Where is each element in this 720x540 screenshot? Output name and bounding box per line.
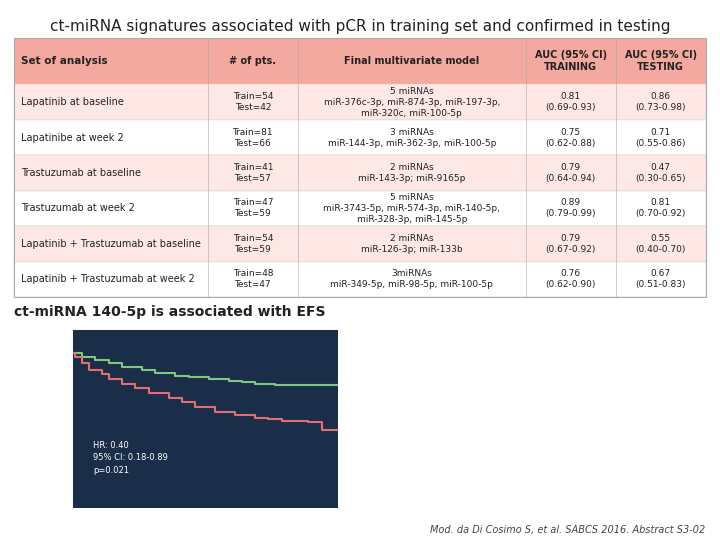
Text: Train=54
Test=59: Train=54 Test=59: [233, 234, 273, 254]
X-axis label: time: time: [194, 531, 216, 540]
Text: Trastuzumab at week 2: Trastuzumab at week 2: [22, 204, 135, 213]
Text: Trastuzumab at baseline: Trastuzumab at baseline: [22, 168, 141, 178]
Text: 5 miRNAs
miR-3743-5p, miR-574-3p, miR-140-5p,
miR-328-3p, miR-145-5p: 5 miRNAs miR-3743-5p, miR-574-3p, miR-14…: [323, 193, 500, 224]
FancyBboxPatch shape: [14, 261, 706, 297]
Text: Lapatinib + Trastuzumab at week 2: Lapatinib + Trastuzumab at week 2: [22, 274, 195, 284]
Text: 0.75
(0.62-0.88): 0.75 (0.62-0.88): [546, 127, 596, 147]
Text: Train=41
Test=57: Train=41 Test=57: [233, 163, 273, 183]
Text: AUC (95% CI)
TESTING: AUC (95% CI) TESTING: [625, 50, 697, 72]
Text: Train=47
Test=59: Train=47 Test=59: [233, 198, 273, 219]
Text: 0.76
(0.62-0.90): 0.76 (0.62-0.90): [546, 269, 596, 289]
Text: 0.79
(0.67-0.92): 0.79 (0.67-0.92): [546, 234, 596, 254]
Text: Set of analysis: Set of analysis: [22, 56, 108, 66]
FancyBboxPatch shape: [14, 156, 706, 191]
FancyBboxPatch shape: [14, 84, 706, 120]
Text: Mod. da Di Cosimo S, et al. SABCS 2016. Abstract S3-02: Mod. da Di Cosimo S, et al. SABCS 2016. …: [431, 524, 706, 535]
Text: 0.81
(0.70-0.92): 0.81 (0.70-0.92): [636, 198, 686, 219]
Text: Final multivariate model: Final multivariate model: [344, 56, 480, 66]
Y-axis label: survival probability: survival probability: [32, 375, 40, 462]
Text: 2 miRNAs
miR-126-3p; miR-133b: 2 miRNAs miR-126-3p; miR-133b: [361, 234, 463, 254]
Text: Lapatinib + Trastuzumab at baseline: Lapatinib + Trastuzumab at baseline: [22, 239, 201, 249]
Text: 0.81
(0.69-0.93): 0.81 (0.69-0.93): [546, 92, 596, 112]
Text: Train=81
Test=66: Train=81 Test=66: [233, 127, 273, 147]
Text: ct-miRNA signatures associated with pCR in training set and confirmed in testing: ct-miRNA signatures associated with pCR …: [50, 19, 670, 34]
FancyBboxPatch shape: [14, 120, 706, 156]
Text: 0.79
(0.64-0.94): 0.79 (0.64-0.94): [546, 163, 596, 183]
Text: 0.89
(0.79-0.99): 0.89 (0.79-0.99): [546, 198, 596, 219]
Text: 0.67
(0.51-0.83): 0.67 (0.51-0.83): [636, 269, 686, 289]
Text: 2 miRNAs
miR-143-3p; miR-9165p: 2 miRNAs miR-143-3p; miR-9165p: [358, 163, 466, 183]
Text: 3 miRNAs
miR-144-3p, miR-362-3p, miR-100-5p: 3 miRNAs miR-144-3p, miR-362-3p, miR-100…: [328, 127, 496, 147]
FancyBboxPatch shape: [14, 38, 706, 84]
Text: HR: 0.40
95% CI: 0.18-0.89
p=0.021: HR: 0.40 95% CI: 0.18-0.89 p=0.021: [94, 441, 168, 475]
Text: # of pts.: # of pts.: [230, 56, 276, 66]
Text: Train=48
Test=47: Train=48 Test=47: [233, 269, 273, 289]
Text: Lapatinibe at week 2: Lapatinibe at week 2: [22, 133, 124, 143]
Text: 3miRNAs
miR-349-5p, miR-98-5p, miR-100-5p: 3miRNAs miR-349-5p, miR-98-5p, miR-100-5…: [330, 269, 493, 289]
Text: ct-miRNA 140-5p is associated with EFS: ct-miRNA 140-5p is associated with EFS: [14, 305, 326, 319]
FancyBboxPatch shape: [14, 191, 706, 226]
Text: 0.86
(0.73-0.98): 0.86 (0.73-0.98): [636, 92, 686, 112]
Text: 0.71
(0.55-0.86): 0.71 (0.55-0.86): [636, 127, 686, 147]
Text: AUC (95% CI)
TRAINING: AUC (95% CI) TRAINING: [535, 50, 607, 72]
Text: 5 miRNAs
miR-376c-3p, miR-874-3p, miR-197-3p,
miR-320c, miR-100-5p: 5 miRNAs miR-376c-3p, miR-874-3p, miR-19…: [324, 86, 500, 118]
Text: 0.55
(0.40-0.70): 0.55 (0.40-0.70): [636, 234, 686, 254]
Text: Train=54
Test=42: Train=54 Test=42: [233, 92, 273, 112]
Text: Lapatinib at baseline: Lapatinib at baseline: [22, 97, 124, 107]
Text: 0.47
(0.30-0.65): 0.47 (0.30-0.65): [636, 163, 686, 183]
FancyBboxPatch shape: [14, 226, 706, 261]
